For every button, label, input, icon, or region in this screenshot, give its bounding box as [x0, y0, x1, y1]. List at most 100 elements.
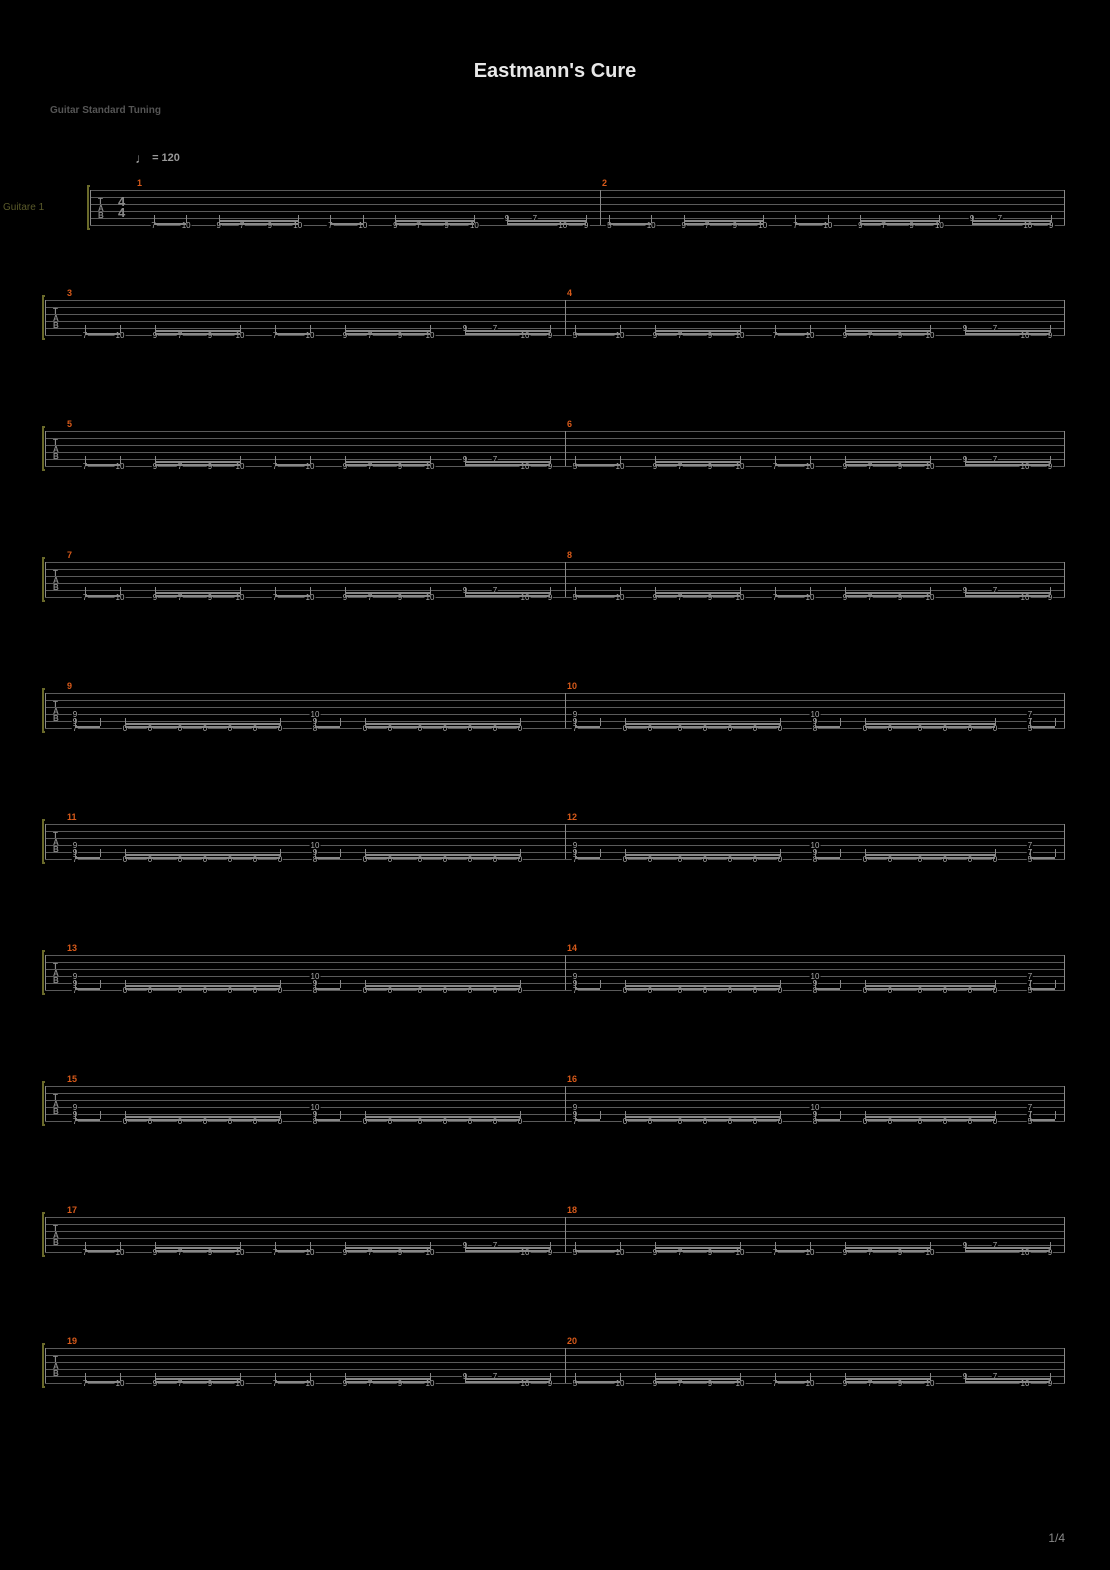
tempo-value: = 120	[152, 152, 180, 164]
tab-clef: TAB	[53, 963, 59, 984]
staff-line	[45, 990, 1065, 991]
instrument-label: Guitare 1	[3, 202, 44, 213]
staff-line	[45, 1217, 1065, 1218]
beam	[155, 1378, 240, 1380]
beam	[345, 1378, 430, 1380]
note-stem	[995, 1111, 996, 1119]
staff-line	[45, 838, 1065, 839]
beam	[865, 723, 995, 725]
note-stem	[550, 456, 551, 464]
note-stem	[815, 1111, 816, 1119]
beam	[1030, 988, 1055, 990]
beam	[365, 985, 520, 987]
staff-line	[45, 1086, 1065, 1087]
note-stem	[1030, 718, 1031, 726]
beam	[365, 857, 520, 859]
staff-line	[45, 307, 1065, 308]
note-stem	[240, 1373, 241, 1381]
staff-line	[45, 1121, 1065, 1122]
beam	[365, 1119, 520, 1121]
barline	[565, 431, 566, 466]
note-stem	[520, 718, 521, 726]
staff-line	[45, 859, 1065, 860]
note-stem	[75, 718, 76, 726]
beam	[465, 592, 550, 594]
staff-line	[45, 1362, 1065, 1363]
measure-number: 20	[567, 1336, 577, 1346]
beam	[275, 1250, 310, 1252]
staff-line	[45, 962, 1065, 963]
note-stem	[609, 215, 610, 223]
beam	[965, 1378, 1050, 1380]
tab-clef: TAB	[53, 439, 59, 460]
note-stem	[85, 325, 86, 333]
tab-clef: TAB	[53, 1225, 59, 1246]
beam	[625, 723, 780, 725]
staff-line	[45, 459, 1065, 460]
staff-line	[45, 983, 1065, 984]
beam	[155, 1381, 240, 1383]
note-stem	[100, 1111, 101, 1119]
beam	[75, 988, 100, 990]
barline	[1064, 693, 1065, 728]
beam	[155, 592, 240, 594]
note-stem	[100, 849, 101, 857]
note-stem	[1051, 215, 1052, 223]
tab-staff: TAB4417109791071097910971092510979107109…	[90, 190, 1065, 225]
beam	[655, 1250, 740, 1252]
note-stem	[240, 325, 241, 333]
staff-line	[45, 700, 1065, 701]
beam	[860, 223, 939, 225]
beam	[775, 1381, 810, 1383]
beam	[684, 220, 763, 222]
note-stem	[430, 1373, 431, 1381]
note-stem	[620, 1242, 621, 1250]
beam	[865, 726, 995, 728]
beam	[155, 461, 240, 463]
measure-number: 2	[602, 178, 607, 188]
barline	[1064, 824, 1065, 859]
barline	[1064, 1217, 1065, 1252]
note-stem	[75, 849, 76, 857]
note-stem	[520, 980, 521, 988]
beam	[219, 223, 298, 225]
note-stem	[310, 325, 311, 333]
measure-number: 15	[67, 1074, 77, 1084]
tempo-note-icon: ♩	[135, 150, 149, 166]
beam	[865, 1116, 995, 1118]
beam	[575, 1119, 600, 1121]
measure-number: 4	[567, 288, 572, 298]
note-stem	[474, 215, 475, 223]
staff-line	[45, 1245, 1065, 1246]
note-stem	[840, 1111, 841, 1119]
note-stem	[240, 587, 241, 595]
beam	[865, 854, 995, 856]
staff-line	[45, 335, 1065, 336]
beam	[154, 223, 187, 225]
note-stem	[1050, 456, 1051, 464]
barline	[565, 824, 566, 859]
note-stem	[1055, 1111, 1056, 1119]
beam	[465, 1250, 550, 1252]
beam	[845, 461, 930, 463]
beam	[845, 464, 930, 466]
staff-line	[90, 197, 1065, 198]
note-stem	[840, 718, 841, 726]
measure-number: 6	[567, 419, 572, 429]
note-stem	[120, 325, 121, 333]
beam	[845, 330, 930, 332]
staff-line	[45, 431, 1065, 432]
staff-line	[45, 845, 1065, 846]
tab-staff: TAB9997000000010980000000109970000000109…	[45, 693, 1065, 728]
staff-line	[45, 1114, 1065, 1115]
measure-number: 3	[67, 288, 72, 298]
beam	[125, 857, 280, 859]
beam	[75, 1119, 100, 1121]
barline	[45, 562, 46, 597]
tuning-label: Guitar Standard Tuning	[50, 105, 161, 116]
staff-line	[45, 321, 1065, 322]
barline	[1064, 562, 1065, 597]
note-stem	[995, 718, 996, 726]
staff-line	[45, 562, 1065, 563]
note-stem	[740, 456, 741, 464]
